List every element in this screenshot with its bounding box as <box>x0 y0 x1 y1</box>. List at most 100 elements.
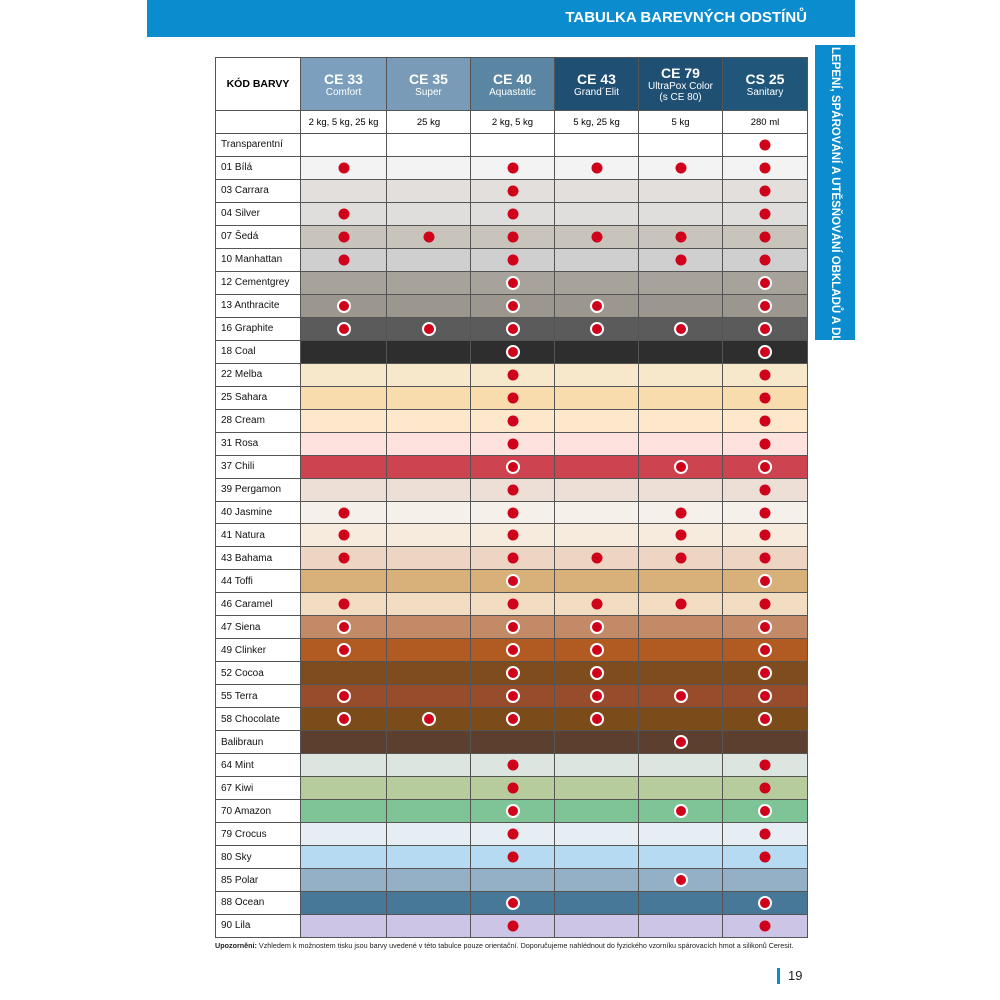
color-cell <box>471 777 555 801</box>
color-cell <box>555 156 639 180</box>
column-header: CE 79 UltraPox Color (s CE 80) <box>639 58 723 111</box>
row-label: 47 Siena <box>216 616 301 640</box>
color-cell <box>301 524 387 548</box>
color-cell <box>471 823 555 847</box>
availability-dot <box>759 162 771 174</box>
color-cell <box>555 731 639 755</box>
color-cell <box>555 685 639 709</box>
color-cell <box>387 662 471 686</box>
availability-dot <box>591 231 602 243</box>
row-label: 18 Coal <box>216 340 301 364</box>
color-cell <box>387 248 471 272</box>
availability-dot <box>507 415 518 427</box>
color-cell <box>471 685 555 709</box>
color-cell <box>471 409 555 433</box>
color-cell <box>555 616 639 640</box>
color-cell <box>639 547 723 571</box>
color-cell <box>555 340 639 364</box>
color-cell <box>387 432 471 456</box>
color-cell <box>639 340 723 364</box>
availability-dot <box>505 275 520 290</box>
color-cell <box>387 777 471 801</box>
availability-dot <box>675 231 686 243</box>
color-cell <box>723 340 808 364</box>
color-cell <box>555 134 639 157</box>
availability-dot <box>758 689 772 704</box>
color-cell <box>387 914 471 938</box>
availability-dot <box>759 759 771 771</box>
availability-dot <box>505 712 520 727</box>
color-cell <box>639 593 723 617</box>
color-cell <box>471 662 555 686</box>
color-cell <box>387 134 471 157</box>
availability-dot <box>505 804 520 819</box>
color-cell <box>723 731 808 755</box>
color-cell <box>723 800 808 824</box>
color-cell <box>471 547 555 571</box>
color-cell <box>555 524 639 548</box>
row-label: 31 Rosa <box>216 432 301 456</box>
color-cell <box>555 409 639 433</box>
availability-dot <box>759 415 771 427</box>
color-cell <box>723 134 808 157</box>
availability-dot <box>589 643 604 658</box>
color-cell <box>723 754 808 778</box>
color-cell <box>555 225 639 249</box>
color-cell <box>639 892 723 915</box>
color-cell <box>723 271 808 295</box>
color-cell <box>723 363 808 387</box>
availability-dot <box>591 162 602 174</box>
product-name: Sanitary <box>746 86 784 98</box>
availability-dot <box>758 643 772 658</box>
availability-dot <box>591 598 602 610</box>
top-banner: TABULKA BAREVNÝCH ODSTÍNŮ <box>147 0 855 37</box>
color-cell <box>723 685 808 709</box>
color-cell <box>723 478 808 502</box>
color-cell <box>723 639 808 663</box>
availability-dot <box>758 574 772 589</box>
color-cell <box>639 846 723 870</box>
color-cell <box>471 708 555 732</box>
color-cell <box>387 570 471 594</box>
color-cell <box>723 823 808 847</box>
color-cell <box>639 225 723 249</box>
color-cell <box>555 478 639 502</box>
color-cell <box>387 685 471 709</box>
availability-dot <box>507 828 518 840</box>
availability-dot <box>336 620 351 635</box>
color-cell <box>471 478 555 502</box>
row-label: 58 Chocolate <box>216 708 301 732</box>
color-cell <box>555 386 639 410</box>
availability-dot <box>759 920 771 932</box>
row-label: 67 Kiwi <box>216 777 301 801</box>
footnote: Upozornění: Vzhledem k možnostem tisku j… <box>215 941 815 950</box>
availability-dot <box>507 231 518 243</box>
color-cell <box>639 685 723 709</box>
color-cell <box>387 386 471 410</box>
availability-dot <box>675 598 686 610</box>
color-cell <box>471 156 555 180</box>
column-header: CE 40 Aquastatic <box>471 58 555 111</box>
color-cell <box>639 639 723 663</box>
color-cell <box>723 662 808 686</box>
product-code: CE 43 <box>577 70 616 87</box>
product-code: CE 33 <box>324 70 363 87</box>
color-cell <box>301 777 387 801</box>
color-cell <box>387 754 471 778</box>
color-table: KÓD BARVY CE 33 Comfort 2 kg, 5 kg, 25 kg CE… <box>215 57 808 938</box>
availability-dot <box>758 298 772 313</box>
availability-dot <box>759 552 771 564</box>
row-label: 79 Crocus <box>216 823 301 847</box>
color-cell <box>555 570 639 594</box>
availability-dot <box>589 689 604 704</box>
color-cell <box>723 524 808 548</box>
availability-dot <box>759 438 771 450</box>
color-cell <box>301 547 387 571</box>
availability-dot <box>505 666 520 681</box>
availability-dot <box>505 895 520 910</box>
color-cell <box>387 593 471 617</box>
availability-dot <box>507 552 518 564</box>
color-cell <box>301 478 387 502</box>
color-cell <box>723 294 808 318</box>
